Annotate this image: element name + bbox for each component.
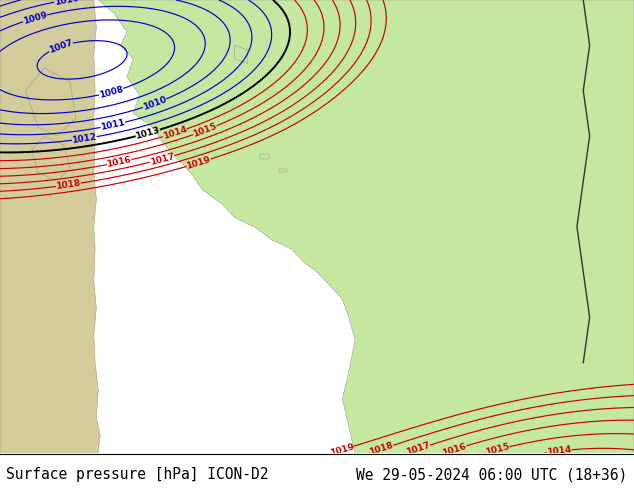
Polygon shape [98, 0, 634, 453]
Text: 1010: 1010 [54, 0, 80, 6]
Text: 1012: 1012 [72, 132, 97, 145]
Text: 1015: 1015 [484, 442, 510, 457]
Text: 1018: 1018 [368, 441, 394, 457]
Text: 1009: 1009 [22, 10, 48, 26]
Polygon shape [0, 0, 100, 453]
Text: 1019: 1019 [185, 155, 212, 171]
Text: 1007: 1007 [48, 38, 74, 55]
Text: 1014: 1014 [547, 445, 573, 457]
Text: 1016: 1016 [441, 441, 468, 458]
Text: 1016: 1016 [106, 155, 133, 169]
Polygon shape [260, 154, 269, 159]
Text: We 29-05-2024 06:00 UTC (18+36): We 29-05-2024 06:00 UTC (18+36) [356, 467, 628, 482]
Text: 1011: 1011 [100, 118, 126, 132]
Text: 1017: 1017 [404, 441, 431, 457]
Text: 1017: 1017 [149, 151, 176, 167]
Text: 1014: 1014 [162, 125, 188, 141]
Text: 1015: 1015 [191, 122, 218, 139]
Text: 1019: 1019 [328, 442, 355, 458]
Text: 1008: 1008 [98, 84, 124, 99]
Polygon shape [32, 136, 70, 181]
Text: 1018: 1018 [55, 179, 81, 191]
Text: Surface pressure [hPa] ICON-D2: Surface pressure [hPa] ICON-D2 [6, 467, 269, 482]
Text: 1013: 1013 [134, 125, 161, 141]
Polygon shape [25, 68, 76, 136]
Text: 1010: 1010 [141, 95, 168, 112]
Polygon shape [235, 46, 247, 64]
Polygon shape [279, 169, 287, 172]
